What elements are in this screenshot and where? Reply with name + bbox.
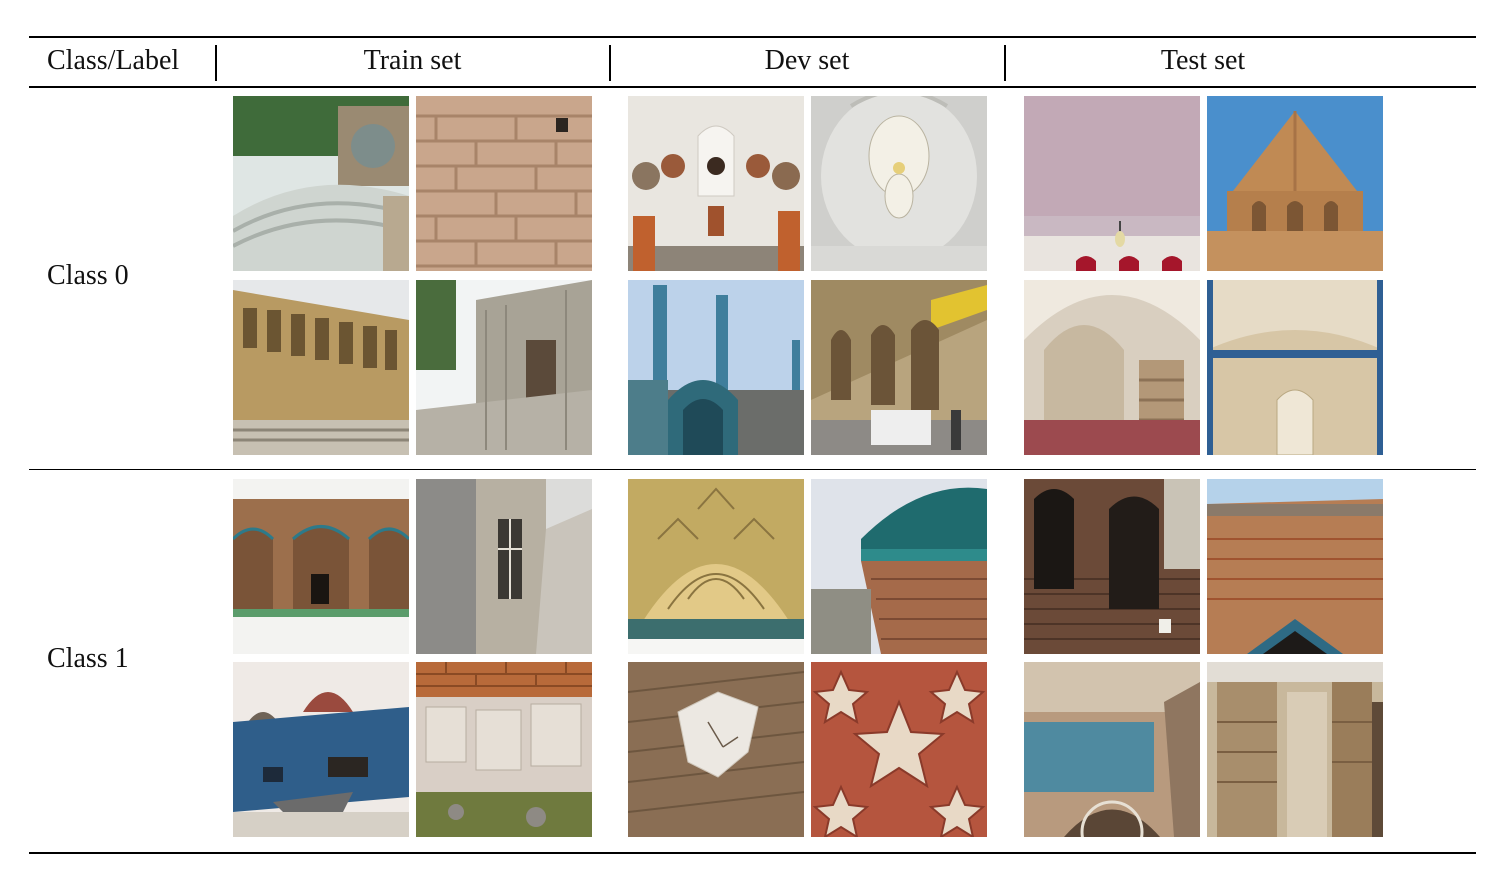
- header-separator: [1004, 45, 1006, 81]
- header-separator: [215, 45, 217, 81]
- arched-hall-pillars-icon: [1024, 280, 1200, 455]
- vaulted-roof-garden-icon: [233, 96, 409, 271]
- eroded-wall-top-icon: [1207, 479, 1383, 654]
- row-label-class-0: Class 0: [47, 260, 129, 291]
- chandelier-dome-icon: [811, 96, 987, 271]
- brick-arcade-wall-icon: [233, 479, 409, 654]
- crumbling-stone-wall-icon: [416, 662, 592, 837]
- header-separator: [609, 45, 611, 81]
- facade-arched-windows-icon: [233, 280, 409, 455]
- brick-pattern-wall-icon: [416, 96, 592, 271]
- burnt-brick-arches-icon: [1024, 479, 1200, 654]
- row-label-class-1: Class 1: [47, 643, 129, 674]
- bottom-rule: [29, 852, 1476, 854]
- geometric-star-ceiling-icon: [811, 662, 987, 837]
- tiled-arch-niche-icon: [1207, 280, 1383, 455]
- museum-busts-room-icon: [628, 96, 804, 271]
- damaged-ceiling-plaster-icon: [628, 662, 804, 837]
- ornate-building-courtyard-icon: [416, 280, 592, 455]
- ruined-window-facade-icon: [416, 479, 592, 654]
- tiled-dome-cracks-icon: [811, 479, 987, 654]
- mid-rule: [29, 469, 1476, 471]
- ceiling-stained-glass-icon: [1024, 96, 1200, 271]
- col-header-train: Train set: [363, 45, 462, 76]
- header-rule: [29, 86, 1476, 88]
- arcade-corridor-icon: [811, 280, 987, 455]
- top-rule: [29, 36, 1476, 38]
- muqarnas-vault-icon: [628, 479, 804, 654]
- damaged-window-arch-icon: [1024, 662, 1200, 837]
- col-header-test: Test set: [1160, 45, 1246, 76]
- mosque-minarets-icon: [628, 280, 804, 455]
- blue-domed-building-icon: [233, 662, 409, 837]
- col-header-dev: Dev set: [764, 45, 850, 76]
- col-header-class-label: Class/Label: [47, 45, 180, 76]
- ruined-brick-facade-icon: [1207, 662, 1383, 837]
- brick-conical-dome-icon: [1207, 96, 1383, 271]
